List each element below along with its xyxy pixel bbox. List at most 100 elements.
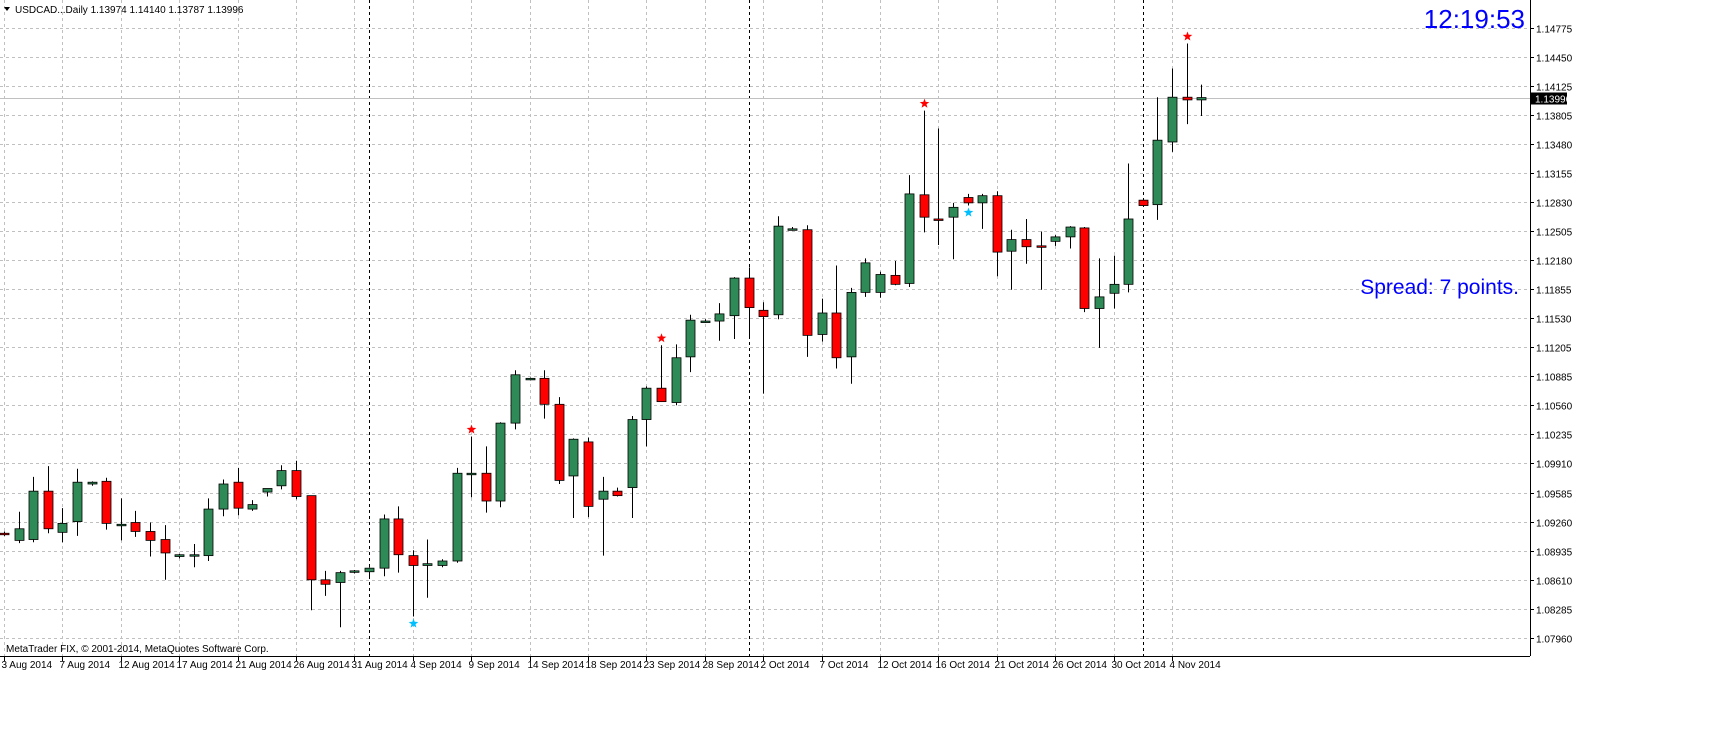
candle-body xyxy=(568,438,579,477)
fractal-down-icon xyxy=(963,207,974,217)
candle-body xyxy=(977,195,988,204)
price-tick-label: 1.14450 xyxy=(1536,54,1573,65)
candle-bear xyxy=(758,302,769,394)
candle-body xyxy=(1006,239,1017,252)
candle-body xyxy=(656,387,667,403)
symbol-info-text: USDCAD...Daily 1.13974 1.14140 1.13787 1… xyxy=(15,5,244,16)
time-tick-label: 21 Oct 2014 xyxy=(995,660,1050,671)
candle-body xyxy=(393,518,404,556)
candle-bear xyxy=(919,110,930,233)
price-tick-label: 1.10560 xyxy=(1536,402,1573,413)
candle-body xyxy=(437,560,448,566)
fractal-up-icon xyxy=(466,424,477,434)
candle-body xyxy=(685,319,696,358)
candle-bull xyxy=(247,500,258,511)
candle-body xyxy=(364,567,375,573)
candle-bear xyxy=(393,506,404,573)
time-tick-label: 14 Sep 2014 xyxy=(528,660,585,671)
candle-bull xyxy=(189,543,200,568)
candle-body xyxy=(904,193,915,284)
candle-bull xyxy=(641,386,652,447)
time-tick-label: 3 Aug 2014 xyxy=(2,660,53,671)
candle-body xyxy=(174,554,185,557)
candle-bear xyxy=(481,446,492,513)
copyright-text: MetaTrader FIX, © 2001-2014, MetaQuotes … xyxy=(6,644,269,655)
time-tick-label: 23 Sep 2014 xyxy=(644,660,701,671)
candle-body xyxy=(57,522,68,533)
candle-body xyxy=(218,483,229,510)
time-tick-label: 16 Oct 2014 xyxy=(936,660,991,671)
spread-label: Spread: 7 points. xyxy=(1360,276,1519,299)
price-tick-label: 1.11205 xyxy=(1536,344,1572,355)
candle-body xyxy=(933,218,944,221)
candle-body xyxy=(919,194,930,218)
candle-bull xyxy=(466,436,477,498)
triangle-down-icon[interactable] xyxy=(4,7,10,11)
candle-body xyxy=(1182,96,1193,101)
candle-bull xyxy=(1065,226,1076,249)
candle-bull xyxy=(714,303,725,341)
time-tick-label: 9 Sep 2014 xyxy=(469,660,521,671)
candle-body xyxy=(612,490,623,497)
candle-bull xyxy=(773,216,784,320)
candle-body xyxy=(846,291,857,358)
candle-body xyxy=(160,539,171,554)
candle-bear xyxy=(890,261,901,286)
candle-body xyxy=(539,377,550,405)
time-tick-label: 31 Aug 2014 xyxy=(352,660,409,671)
candle-body xyxy=(1094,296,1105,309)
price-tick-label: 1.11855 xyxy=(1536,286,1572,297)
time-tick-label: 7 Aug 2014 xyxy=(60,660,111,671)
time-tick-label: 7 Oct 2014 xyxy=(820,660,869,671)
candle-body xyxy=(1079,227,1090,309)
candle-bull xyxy=(525,377,536,381)
candle-bear xyxy=(744,267,755,339)
candle-bull xyxy=(349,569,360,574)
candle-bear xyxy=(656,345,667,403)
price-tick-label: 1.14775 xyxy=(1536,25,1573,36)
candle-bear xyxy=(291,460,302,500)
candle-body xyxy=(262,488,273,493)
candle-bear xyxy=(1138,198,1149,207)
candle-body xyxy=(1036,245,1047,248)
candle-bear xyxy=(1036,231,1047,290)
candle-body xyxy=(466,472,477,476)
time-tick-label: 12 Aug 2014 xyxy=(119,660,176,671)
candle-body xyxy=(875,274,886,293)
candle-body xyxy=(203,508,214,557)
time-tick-label: 21 Aug 2014 xyxy=(236,660,293,671)
candle-bull xyxy=(729,277,740,339)
candle-bear xyxy=(1079,227,1090,313)
candle-body xyxy=(525,377,536,381)
candle-bull xyxy=(174,553,185,559)
candle-body xyxy=(963,197,974,204)
candle-bear xyxy=(831,265,842,369)
candle-bear xyxy=(1182,43,1193,125)
candle-body xyxy=(72,481,83,523)
candle-body xyxy=(860,262,871,293)
candle-bear xyxy=(320,570,331,596)
candle-bear xyxy=(233,467,244,516)
candle-bull xyxy=(72,468,83,536)
fractal-down-icon xyxy=(408,618,419,628)
price-tick-label: 1.09585 xyxy=(1536,490,1573,501)
price-tick-label: 1.13480 xyxy=(1536,141,1573,152)
candle-bull xyxy=(437,559,448,568)
candle-bull xyxy=(116,498,127,541)
time-tick-label: 18 Sep 2014 xyxy=(586,660,643,671)
candle-body xyxy=(627,419,638,488)
candle-body xyxy=(306,495,317,581)
candle-body xyxy=(495,422,506,502)
candle-bull xyxy=(510,370,521,430)
candle-bear xyxy=(539,370,550,419)
candle-bull xyxy=(1167,68,1178,152)
candle-bull xyxy=(875,271,886,298)
candle-bull xyxy=(495,422,506,508)
candle-bull xyxy=(364,567,375,579)
candle-body xyxy=(583,441,594,507)
candle-bear xyxy=(612,487,623,497)
candle-bear xyxy=(130,510,141,537)
candle-bear xyxy=(408,550,419,617)
candle-bull xyxy=(598,476,609,556)
